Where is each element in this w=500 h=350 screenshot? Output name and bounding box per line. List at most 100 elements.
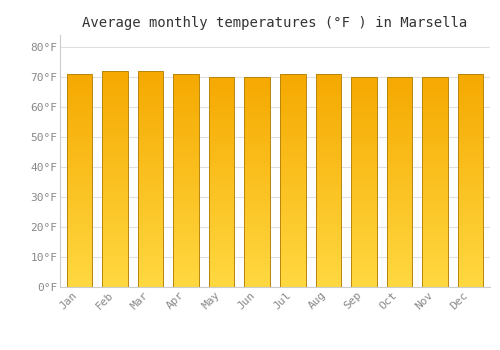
Bar bbox=[458, 244, 483, 245]
Bar bbox=[422, 246, 448, 247]
Bar bbox=[67, 151, 92, 152]
Bar bbox=[138, 220, 164, 221]
Bar bbox=[458, 205, 483, 206]
Bar bbox=[244, 203, 270, 204]
Bar bbox=[386, 124, 412, 125]
Bar bbox=[138, 133, 164, 134]
Bar bbox=[174, 114, 199, 116]
Bar bbox=[138, 77, 164, 78]
Bar bbox=[209, 141, 234, 142]
Bar bbox=[458, 270, 483, 271]
Bar bbox=[422, 265, 448, 266]
Bar bbox=[458, 212, 483, 214]
Bar bbox=[386, 252, 412, 253]
Bar bbox=[209, 210, 234, 211]
Bar bbox=[422, 194, 448, 195]
Bar bbox=[458, 202, 483, 203]
Bar bbox=[209, 261, 234, 262]
Bar bbox=[102, 179, 128, 180]
Bar bbox=[138, 202, 164, 203]
Bar bbox=[351, 142, 376, 143]
Bar bbox=[174, 95, 199, 96]
Bar bbox=[244, 175, 270, 176]
Bar bbox=[422, 204, 448, 205]
Bar bbox=[386, 82, 412, 83]
Bar bbox=[458, 210, 483, 211]
Bar bbox=[458, 262, 483, 264]
Bar bbox=[67, 205, 92, 206]
Bar bbox=[280, 267, 305, 268]
Bar bbox=[174, 101, 199, 102]
Bar bbox=[386, 181, 412, 182]
Bar bbox=[351, 147, 376, 148]
Bar bbox=[174, 155, 199, 156]
Bar bbox=[209, 127, 234, 128]
Bar bbox=[316, 248, 341, 250]
Bar bbox=[67, 152, 92, 153]
Bar bbox=[422, 84, 448, 85]
Bar bbox=[102, 286, 128, 287]
Bar bbox=[458, 118, 483, 119]
Bar bbox=[102, 101, 128, 102]
Bar bbox=[209, 103, 234, 104]
Bar bbox=[386, 227, 412, 228]
Bar bbox=[244, 128, 270, 130]
Bar bbox=[174, 120, 199, 121]
Bar bbox=[351, 262, 376, 263]
Bar bbox=[244, 126, 270, 127]
Bar bbox=[102, 247, 128, 248]
Bar bbox=[102, 261, 128, 262]
Bar bbox=[422, 180, 448, 181]
Bar bbox=[174, 136, 199, 137]
Bar bbox=[458, 84, 483, 85]
Bar bbox=[244, 125, 270, 126]
Bar bbox=[138, 90, 164, 91]
Bar bbox=[316, 121, 341, 122]
Bar bbox=[67, 270, 92, 271]
Bar bbox=[280, 96, 305, 97]
Bar bbox=[209, 285, 234, 286]
Bar bbox=[209, 254, 234, 256]
Bar bbox=[386, 121, 412, 122]
Bar bbox=[458, 148, 483, 149]
Bar bbox=[102, 136, 128, 137]
Bar bbox=[351, 233, 376, 235]
Bar bbox=[244, 149, 270, 150]
Bar bbox=[458, 163, 483, 164]
Bar bbox=[280, 91, 305, 92]
Bar bbox=[244, 249, 270, 250]
Bar bbox=[138, 75, 164, 76]
Bar bbox=[67, 117, 92, 118]
Bar bbox=[316, 219, 341, 220]
Bar bbox=[458, 187, 483, 188]
Bar bbox=[422, 178, 448, 179]
Bar bbox=[458, 141, 483, 142]
Bar bbox=[209, 241, 234, 242]
Bar bbox=[67, 204, 92, 205]
Bar bbox=[458, 246, 483, 247]
Bar bbox=[174, 83, 199, 84]
Bar bbox=[138, 76, 164, 77]
Bar bbox=[351, 240, 376, 241]
Bar bbox=[351, 206, 376, 207]
Bar bbox=[316, 230, 341, 231]
Bar bbox=[280, 202, 305, 203]
Bar bbox=[138, 109, 164, 110]
Bar bbox=[102, 155, 128, 156]
Bar bbox=[174, 219, 199, 220]
Bar bbox=[138, 159, 164, 160]
Bar bbox=[458, 242, 483, 243]
Bar bbox=[280, 218, 305, 219]
Bar bbox=[386, 166, 412, 167]
Bar bbox=[386, 231, 412, 232]
Bar bbox=[244, 177, 270, 178]
Bar bbox=[458, 134, 483, 135]
Bar bbox=[67, 262, 92, 264]
Bar bbox=[316, 204, 341, 205]
Bar bbox=[351, 158, 376, 159]
Bar bbox=[280, 261, 305, 262]
Bar bbox=[138, 156, 164, 158]
Bar bbox=[422, 240, 448, 241]
Bar bbox=[422, 187, 448, 188]
Bar bbox=[138, 116, 164, 118]
